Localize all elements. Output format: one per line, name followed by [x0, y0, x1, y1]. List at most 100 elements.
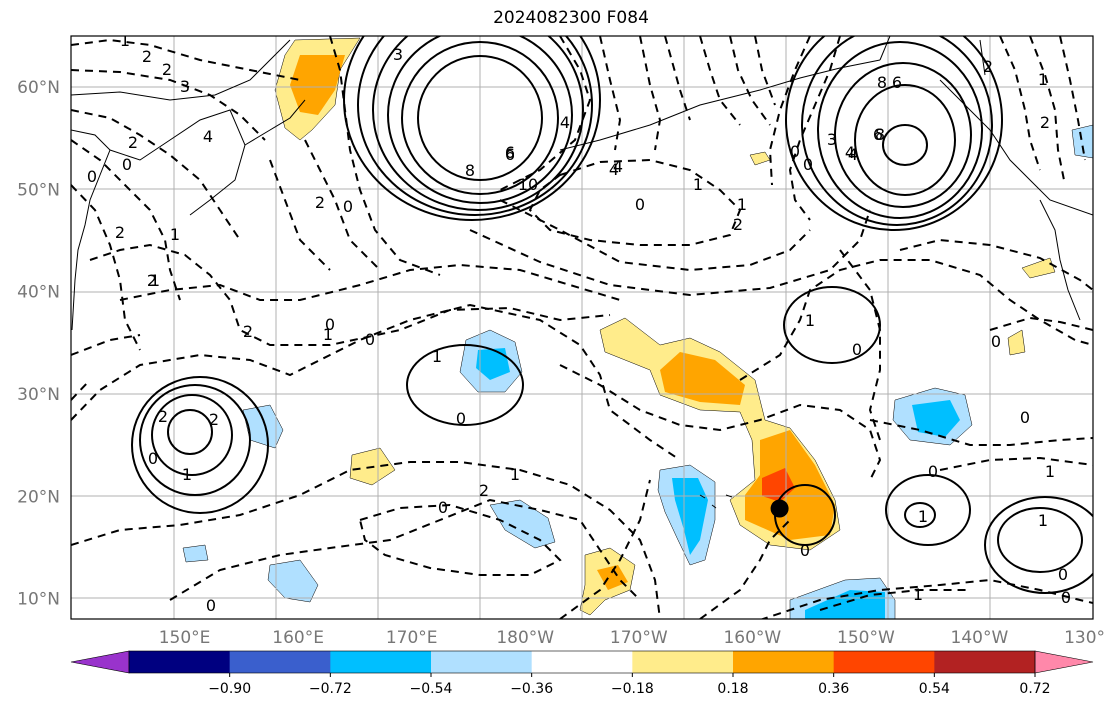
lat-label: 50°N: [17, 180, 60, 200]
contour-label: 2: [147, 271, 157, 290]
lon-label: 180°W: [496, 628, 554, 648]
contour-label: 3: [180, 77, 190, 96]
colorbar-segment: [934, 651, 1036, 673]
contour-label: 0: [928, 462, 938, 481]
contours-positive: [131, 36, 1093, 594]
colorbar-segment: [833, 651, 935, 673]
contour-label: 0: [803, 155, 813, 174]
map-frame: [70, 35, 1094, 620]
contour-label: 0: [325, 315, 335, 334]
colorbar-segment: [733, 651, 835, 673]
contour-label: 0: [790, 142, 800, 161]
contour-label: 0: [800, 541, 810, 560]
lon-label: 150°W: [837, 628, 895, 648]
contour-label: 4: [613, 157, 623, 176]
contour-label: 1: [170, 225, 180, 244]
contour-label: 4: [560, 113, 570, 132]
contour-label: 2: [142, 47, 152, 66]
contour-label: 2: [1040, 113, 1050, 132]
contour-label: 4: [203, 127, 213, 146]
colorbar-segment: [129, 651, 231, 673]
colorbar-tick-label: 0.72: [1019, 681, 1050, 697]
lon-label: 150°E: [159, 628, 211, 648]
colorbar-tick-labels: −0.90 −0.72 −0.54 −0.36 −0.18 0.18 0.36 0.54 0.7…: [208, 673, 1051, 697]
contour-label: 0: [122, 155, 132, 174]
contour-label: 1: [918, 507, 928, 526]
contour-label: 0: [1020, 408, 1030, 427]
colorbar-tick-label: −0.18: [611, 681, 654, 697]
colorbar-tick-label: −0.90: [208, 681, 251, 697]
colorbar-tick-label: 0.18: [717, 681, 748, 697]
contour-label: 0: [438, 498, 448, 517]
contour-label: 1: [913, 585, 923, 604]
colorbar-tick-label: −0.72: [309, 681, 352, 697]
contour-label: 2: [983, 57, 993, 76]
contour-label: 8: [877, 73, 887, 92]
contour-label: 1: [1045, 462, 1055, 481]
contour-label: 1: [693, 175, 703, 194]
contour-label: 2: [158, 407, 168, 426]
lon-label: 160°E: [272, 628, 324, 648]
contour-label: 4: [848, 145, 858, 164]
contour-label: 0: [365, 330, 375, 349]
contour-label: 8: [875, 125, 885, 144]
contour-label: 1: [1038, 511, 1048, 530]
colorbar-tick-label: 0.36: [818, 681, 849, 697]
contour-label: 1: [1038, 70, 1048, 89]
lat-label: 20°N: [17, 487, 60, 507]
contour-label: 0: [1058, 565, 1068, 584]
contour-label: 10: [518, 175, 538, 194]
colorbar-segment: [531, 651, 633, 673]
colorbar: [70, 650, 1094, 674]
contour-label: 2: [209, 410, 219, 429]
contour-label: 2: [315, 193, 325, 212]
colorbar-extend-min: [70, 650, 130, 674]
lon-label: 130°W: [1064, 628, 1105, 648]
contour-label: 4: [845, 143, 855, 162]
contour-label: 0: [635, 195, 645, 214]
lat-label: 60°N: [17, 78, 60, 98]
colorbar-extend-max: [1034, 650, 1094, 674]
contour-label: 1: [182, 465, 192, 484]
colorbar-segment: [229, 651, 331, 673]
contour-label: 0: [1061, 588, 1071, 607]
contour-label: 2: [733, 215, 743, 234]
colorbar-outline: [128, 650, 1036, 674]
contour-label: 2: [243, 322, 253, 341]
contour-label: 0: [852, 340, 862, 359]
colorbar-segment: [632, 651, 734, 673]
contour-label: 2: [115, 223, 125, 242]
contour-label: 0: [206, 596, 216, 615]
lon-label: 170°E: [386, 628, 438, 648]
contour-label: 1: [805, 311, 815, 330]
contour-label: 3: [827, 130, 837, 149]
contour-label: 1: [432, 347, 442, 366]
contour-label: 2: [162, 60, 172, 79]
colorbar-tick-label: 0.54: [919, 681, 950, 697]
colorbar-tick-label: −0.54: [410, 681, 453, 697]
contour-label: 0: [991, 332, 1001, 351]
contour-label: 6: [873, 125, 883, 144]
longitude-labels: 150°E 160°E 170°E 180°W 170°W 160°W 150°W 140°W…: [159, 628, 1105, 648]
colorbar-segment: [431, 651, 533, 673]
contour-label: 1: [150, 271, 160, 290]
contour-label: 0: [456, 409, 466, 428]
contour-label: 6: [505, 143, 515, 162]
contour-label: 0: [148, 449, 158, 468]
colorbar-tick-label: −0.36: [510, 681, 553, 697]
contour-label: 4: [609, 160, 619, 179]
contour-label: 1: [120, 31, 130, 50]
contours-negative: [71, 36, 1093, 619]
contour-label: 0: [343, 197, 353, 216]
lat-label: 40°N: [17, 283, 60, 303]
anomaly-shading: [182, 37, 1093, 619]
lat-label: 10°N: [17, 590, 60, 610]
lon-label: 140°W: [951, 628, 1009, 648]
contour-label: 1: [737, 195, 747, 214]
latitude-labels: 60°N 50°N 40°N 30°N 20°N 10°N: [17, 78, 60, 609]
contour-label: 3: [393, 45, 403, 64]
location-marker: [770, 499, 789, 518]
